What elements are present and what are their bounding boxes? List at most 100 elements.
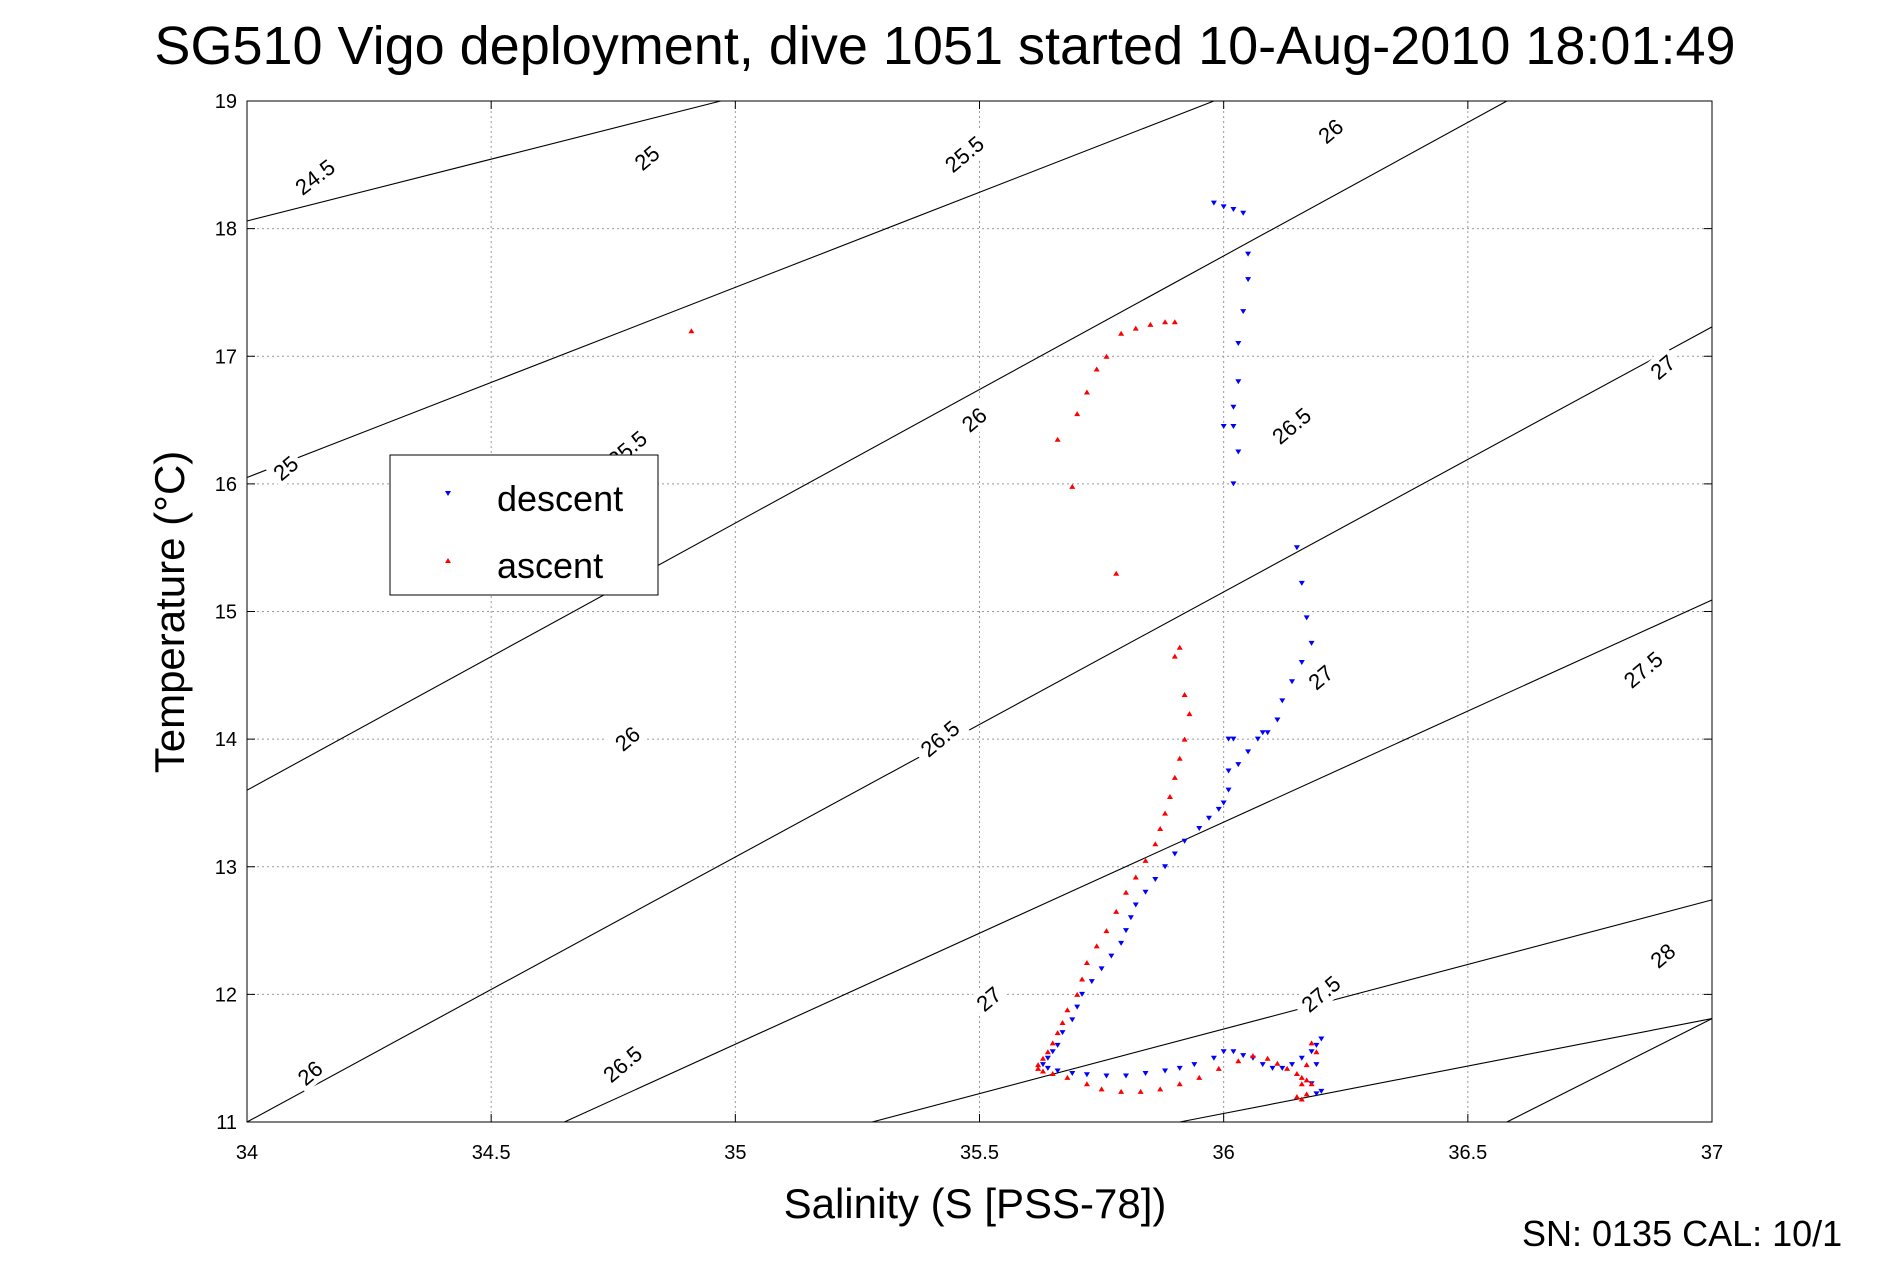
ascent-point bbox=[1093, 366, 1100, 372]
descent-point bbox=[1298, 580, 1305, 586]
ascent-point bbox=[1293, 1071, 1300, 1077]
descent-point bbox=[1313, 1091, 1320, 1097]
x-tick-label: 35 bbox=[724, 1142, 746, 1164]
ascent-point bbox=[1293, 1093, 1300, 1099]
ascent-point bbox=[1162, 810, 1169, 816]
descent-point bbox=[1289, 1062, 1296, 1068]
descent-point bbox=[1162, 1068, 1169, 1074]
descent-point bbox=[1240, 1053, 1247, 1059]
ascent-series bbox=[688, 319, 1320, 1102]
descent-point bbox=[1083, 1072, 1090, 1078]
descent-point bbox=[1196, 825, 1203, 831]
ascent-point bbox=[1137, 1088, 1144, 1094]
ascent-point bbox=[1274, 1060, 1281, 1066]
x-tick-label: 35.5 bbox=[960, 1142, 999, 1164]
descent-point bbox=[1230, 481, 1237, 487]
isopycnal-26 bbox=[246, 326, 1713, 1123]
ascent-point bbox=[1035, 1062, 1042, 1068]
descent-point bbox=[1123, 1073, 1129, 1079]
isopycnal-label-bg bbox=[934, 125, 994, 182]
ascent-point bbox=[1298, 1074, 1305, 1080]
descent-point bbox=[1225, 736, 1232, 742]
isopycnal-label-bg bbox=[626, 137, 668, 178]
ascent-point bbox=[1132, 325, 1139, 331]
descent-point bbox=[1220, 1049, 1227, 1055]
descent-point bbox=[1235, 340, 1242, 346]
y-tick-label: 14 bbox=[215, 729, 237, 751]
isopycnal-label-bg bbox=[1309, 110, 1352, 152]
legend-ascent-label: ascent bbox=[497, 545, 603, 586]
ascent-point bbox=[1162, 319, 1169, 325]
ascent-point bbox=[1074, 411, 1081, 417]
descent-point bbox=[1069, 1017, 1076, 1023]
descent-point bbox=[1245, 749, 1252, 755]
ascent-point bbox=[1176, 755, 1183, 761]
descent-point bbox=[1206, 815, 1213, 821]
descent-point bbox=[1220, 423, 1227, 429]
ascent-point bbox=[1118, 330, 1125, 336]
isopycnal-label-bg bbox=[1641, 346, 1684, 388]
grid-lines bbox=[247, 101, 1712, 1122]
descent-point bbox=[1303, 615, 1310, 621]
ascent-point bbox=[1181, 691, 1188, 697]
ascent-point bbox=[1039, 1055, 1046, 1061]
descent-point bbox=[1132, 902, 1139, 908]
ascent-point bbox=[1215, 1065, 1222, 1071]
isopycnal-label-bg bbox=[1290, 965, 1351, 1022]
descent-series bbox=[1039, 200, 1325, 1097]
descent-point bbox=[1259, 1062, 1266, 1068]
ascent-point bbox=[1147, 321, 1154, 327]
legend-ascent-marker bbox=[445, 558, 451, 563]
descent-point bbox=[1318, 1088, 1325, 1094]
ascent-point bbox=[1123, 889, 1129, 895]
isopycnal-label-bg bbox=[606, 718, 648, 759]
legend: descent ascent bbox=[389, 454, 659, 596]
ascent-point bbox=[1284, 1065, 1291, 1071]
descent-point bbox=[1054, 1068, 1061, 1074]
isopycnal-label-bg bbox=[264, 447, 307, 489]
descent-point bbox=[1181, 838, 1188, 844]
ascent-point bbox=[1313, 1049, 1320, 1055]
ascent-point bbox=[1303, 1091, 1310, 1097]
ascent-point bbox=[1171, 319, 1178, 325]
ascent-point bbox=[1142, 857, 1149, 863]
descent-point bbox=[1274, 717, 1281, 723]
descent-point bbox=[1298, 660, 1305, 666]
ascent-point bbox=[1157, 825, 1164, 831]
descent-point bbox=[1215, 806, 1222, 812]
isopycnal-label-bg bbox=[1641, 935, 1684, 976]
ascent-point bbox=[1049, 1040, 1056, 1046]
ascent-point bbox=[1064, 1007, 1071, 1013]
x-axis-label: Salinity (S [PSS-78]) bbox=[784, 1180, 1167, 1227]
isopycnal-26-5 bbox=[564, 599, 1713, 1123]
ascent-point bbox=[1176, 644, 1183, 650]
ascent-point bbox=[1035, 1065, 1042, 1071]
descent-point bbox=[1162, 864, 1169, 870]
descent-point bbox=[1308, 1049, 1315, 1055]
descent-point bbox=[1103, 1073, 1110, 1079]
descent-point bbox=[1059, 1030, 1066, 1036]
x-tick-label: 34 bbox=[236, 1142, 258, 1164]
descent-point bbox=[1235, 449, 1242, 455]
y-tick-label: 18 bbox=[215, 219, 237, 241]
descent-point bbox=[1069, 1071, 1076, 1077]
isopycnal-24-5 bbox=[246, 100, 721, 222]
isopycnal-27 bbox=[871, 899, 1713, 1123]
descent-point bbox=[1313, 1042, 1320, 1048]
ascent-point bbox=[1103, 928, 1110, 934]
descent-point bbox=[1044, 1065, 1051, 1071]
descent-point bbox=[1118, 940, 1125, 946]
isopycnal-label-bg bbox=[1613, 641, 1673, 698]
ascent-point bbox=[1249, 1053, 1256, 1059]
y-axis-ticks: 11 12 13 14 15 16 17 18 19 bbox=[215, 91, 1712, 1134]
descent-point bbox=[1123, 928, 1129, 934]
legend-descent-label: descent bbox=[497, 478, 623, 519]
isopycnal-25 bbox=[246, 100, 1215, 479]
ascent-point bbox=[1059, 1019, 1066, 1025]
ascent-point bbox=[1083, 389, 1090, 395]
descent-point bbox=[1259, 730, 1266, 736]
ascent-point bbox=[1186, 711, 1193, 717]
descent-point bbox=[1079, 991, 1086, 997]
ascent-point bbox=[1054, 436, 1061, 442]
